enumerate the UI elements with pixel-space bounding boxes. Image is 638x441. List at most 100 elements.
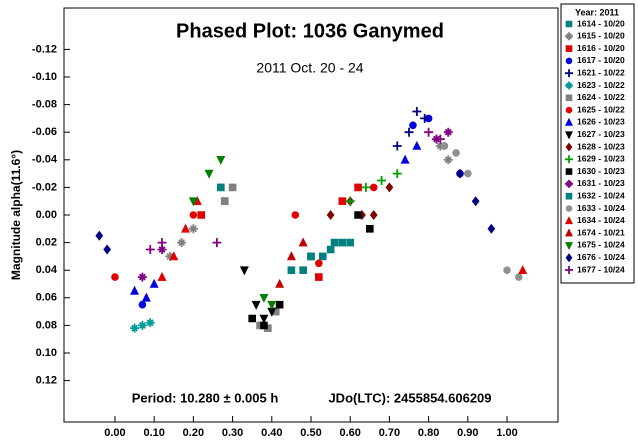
data-point — [138, 300, 147, 309]
legend-label: 1676 - 10/24 — [577, 252, 625, 262]
legend-label: 1634 - 10/24 — [577, 215, 625, 225]
data-point — [377, 176, 387, 185]
data-point — [130, 285, 140, 295]
data-point — [141, 292, 151, 302]
data-point — [259, 294, 269, 303]
x-tick-label: 0.90 — [457, 427, 478, 439]
y-tick-label: -0.02 — [32, 181, 57, 193]
data-point — [181, 223, 191, 233]
legend-marker — [565, 179, 573, 188]
data-point — [188, 224, 198, 234]
data-point — [435, 141, 445, 151]
data-point — [354, 183, 362, 192]
data-point — [248, 314, 256, 323]
data-point — [456, 168, 464, 179]
data-point — [103, 244, 112, 255]
legend-marker — [565, 216, 573, 225]
legend-marker — [565, 242, 573, 251]
x-tick-label: 0.50 — [300, 427, 321, 439]
y-tick-label: -0.04 — [32, 154, 58, 166]
y-tick-label: 0.02 — [36, 237, 57, 249]
data-point — [318, 252, 327, 261]
legend-marker — [565, 192, 573, 200]
legend-marker — [565, 45, 573, 52]
data-point — [392, 141, 402, 151]
data-point — [216, 156, 226, 165]
data-point — [409, 121, 417, 130]
y-tick-label: 0.10 — [36, 347, 57, 359]
data-point — [217, 183, 225, 192]
legend-marker — [565, 266, 573, 274]
x-tick-label: 0.40 — [261, 427, 282, 439]
legend-label: 1630 - 10/23 — [577, 166, 625, 176]
data-point — [165, 251, 175, 261]
data-point — [157, 271, 167, 281]
data-point — [443, 127, 453, 137]
legend-label: 1629 - 10/23 — [577, 154, 625, 164]
legend-box — [560, 3, 635, 284]
legend-marker — [565, 117, 573, 126]
data-point — [326, 210, 335, 220]
x-tick-label: 1.00 — [496, 427, 517, 439]
legend-marker — [565, 131, 573, 140]
data-point — [95, 230, 104, 241]
chart-title: Phased Plot: 1036 Ganymed — [176, 20, 444, 42]
y-tick-label: -0.06 — [32, 126, 57, 138]
data-point — [188, 197, 198, 207]
data-point — [404, 127, 414, 137]
legend-label: 1675 - 10/24 — [577, 240, 625, 250]
legend-marker — [565, 57, 573, 65]
data-point — [111, 273, 119, 281]
data-point — [251, 300, 261, 310]
x-tick-label: 0.10 — [143, 427, 164, 439]
legend-label: 1616 - 10/20 — [577, 43, 625, 53]
data-point — [220, 197, 229, 205]
data-point — [275, 278, 285, 288]
legend-marker — [565, 205, 573, 212]
data-point — [369, 183, 378, 192]
data-point — [392, 169, 402, 179]
legend-marker — [565, 253, 573, 263]
x-tick-label: 0.60 — [339, 427, 360, 439]
data-point — [130, 323, 140, 333]
y-tick-label: 0.12 — [36, 375, 57, 387]
data-point — [346, 238, 355, 247]
data-point — [149, 278, 159, 288]
legend-marker — [565, 81, 573, 90]
legend-marker — [565, 32, 573, 41]
data-point — [145, 318, 155, 328]
legend-marker — [565, 168, 573, 175]
y-tick-label: -0.08 — [32, 99, 57, 111]
legend-marker — [565, 142, 573, 152]
data-point — [338, 197, 347, 205]
legend-label: 1633 - 10/24 — [577, 203, 625, 213]
data-point — [443, 155, 453, 165]
legend-label: 1623 - 10/22 — [577, 80, 625, 90]
data-point — [487, 223, 496, 234]
data-point — [464, 169, 472, 178]
data-point — [287, 266, 296, 274]
data-point — [369, 210, 378, 220]
data-point — [137, 320, 147, 330]
data-point — [440, 142, 449, 150]
y-axis-label: Magnitude alpha(11.6°) — [9, 150, 23, 280]
legend-label: 1625 - 10/22 — [577, 104, 625, 114]
data-point — [354, 211, 362, 219]
data-point — [145, 245, 155, 254]
legend-marker — [565, 106, 573, 114]
data-point — [503, 266, 511, 274]
legend-marker — [565, 155, 573, 164]
data-point — [197, 211, 206, 219]
legend-title: Year: 2011 — [575, 7, 619, 17]
legend-label: 1615 - 10/20 — [577, 31, 625, 41]
data-point — [204, 169, 214, 179]
data-point — [420, 113, 430, 123]
data-point — [267, 300, 277, 310]
annotation: JDo(LTC): 2455854.606209 — [328, 390, 491, 405]
legend-marker — [565, 94, 573, 102]
data-point — [157, 245, 167, 254]
y-tick-label: 0.04 — [36, 264, 58, 276]
data-point — [330, 238, 339, 247]
legend-label: 1677 - 10/24 — [577, 264, 625, 274]
data-point — [228, 183, 237, 192]
